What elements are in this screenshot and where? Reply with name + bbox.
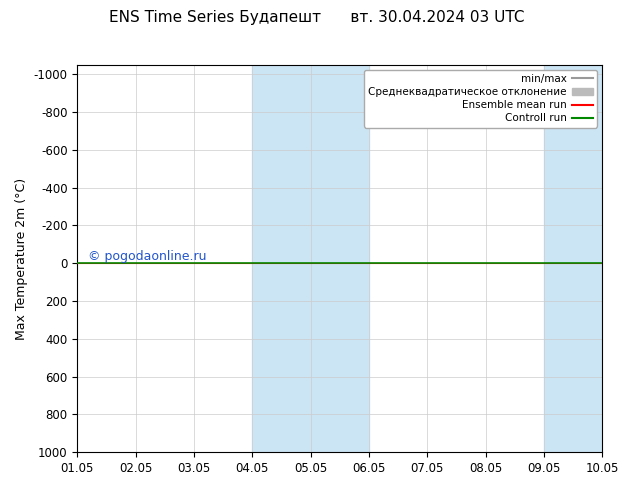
Y-axis label: Max Temperature 2m (°C): Max Temperature 2m (°C) [15, 177, 28, 340]
Text: © pogodaonline.ru: © pogodaonline.ru [87, 250, 206, 263]
Bar [544, 65, 602, 452]
Bar [252, 65, 369, 452]
Legend: min/max, Среднеквадратическое отклонение, Ensemble mean run, Controll run: min/max, Среднеквадратическое отклонение… [364, 70, 597, 127]
Text: ENS Time Series Будапешт      вт. 30.04.2024 03 UTC: ENS Time Series Будапешт вт. 30.04.2024 … [109, 10, 525, 25]
